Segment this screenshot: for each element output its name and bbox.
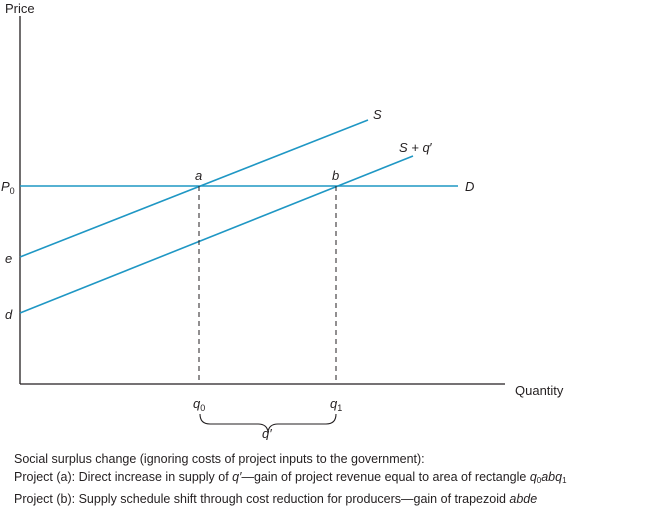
- caption-line-2-text: Project (a): Direct increase in supply o…: [14, 470, 233, 484]
- caption-q-prime: q′: [232, 470, 242, 484]
- quantity-brace: [199, 413, 337, 433]
- caption-rect-q: q: [529, 470, 537, 484]
- supply-demand-diagram: Price Quantity S S + q′ D a b e d P0 q0 …: [1, 1, 564, 440]
- point-a-label: a: [195, 168, 202, 183]
- caption-rect-sub1: 1: [562, 476, 567, 485]
- point-d-label: d: [5, 307, 13, 322]
- supply-label: S: [373, 107, 382, 122]
- point-e-label: e: [5, 251, 12, 266]
- caption: Social surplus change (ignoring costs of…: [14, 450, 639, 508]
- shifted-supply-label: S + q′: [399, 140, 433, 155]
- caption-line-1: Social surplus change (ignoring costs of…: [14, 452, 425, 466]
- caption-line-3: Project (b): Supply schedule shift throu…: [14, 490, 639, 508]
- point-b-label: b: [332, 168, 339, 183]
- x-axis-label: Quantity: [515, 383, 564, 398]
- price-p0-label: P0: [1, 179, 15, 196]
- shifted-supply-line: [19, 155, 414, 314]
- q1-label: q1: [330, 396, 342, 413]
- caption-line-2-mid: —gain of project revenue equal to area o…: [241, 470, 530, 484]
- q0-label: q0: [193, 396, 205, 413]
- brace-q-prime-label: q′: [262, 426, 272, 440]
- demand-label: D: [465, 179, 474, 194]
- caption-trapezoid-abde: abde: [509, 492, 538, 506]
- supply-line: [19, 119, 369, 258]
- y-axis-label: Price: [5, 1, 35, 16]
- caption-line-2: Project (a): Direct increase in supply o…: [14, 468, 639, 490]
- caption-rect-sub0: 0: [536, 476, 542, 485]
- caption-line-3-text: Project (b): Supply schedule shift throu…: [14, 492, 510, 506]
- caption-rect-abq: abq: [541, 470, 563, 484]
